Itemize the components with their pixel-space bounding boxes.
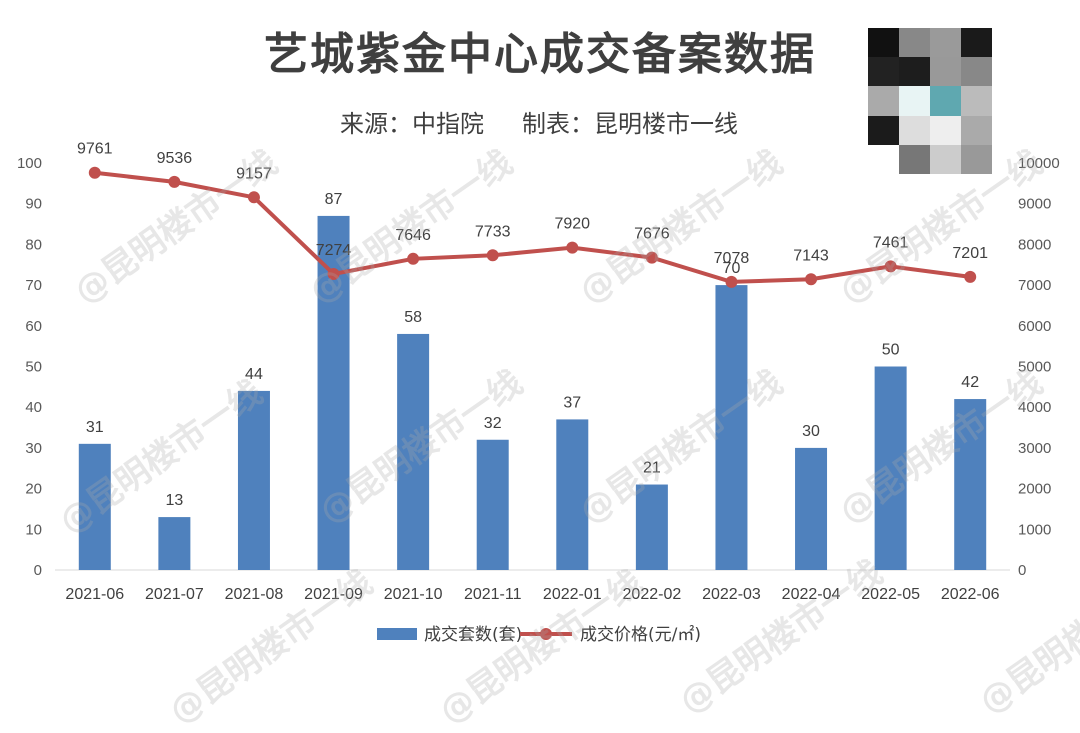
x-tick-label: 2021-07	[145, 586, 204, 603]
price-point	[407, 252, 420, 265]
price-point	[88, 166, 101, 179]
y-left-tick-label: 80	[25, 236, 42, 253]
y-right-tick-label: 9000	[1018, 196, 1051, 213]
y-left-tick-label: 10	[25, 521, 42, 538]
y-right-tick-label: 6000	[1018, 318, 1051, 335]
x-tick-label: 2022-02	[623, 586, 682, 603]
price-value-label: 7201	[952, 245, 988, 262]
bar	[158, 517, 191, 570]
price-value-label: 7078	[714, 250, 750, 267]
y-right-tick-label: 10000	[1018, 155, 1060, 172]
y-right-tick-label: 4000	[1018, 399, 1051, 416]
y-right-tick-label: 0	[1018, 562, 1026, 579]
bar	[715, 285, 748, 570]
y-left-tick-label: 50	[25, 359, 42, 376]
price-value-label: 7143	[793, 247, 829, 264]
bar-value-label: 32	[484, 415, 502, 432]
price-point	[805, 273, 818, 286]
maker-label: 制表：昆明楼市一线	[522, 110, 738, 138]
y-left-tick-label: 100	[17, 155, 42, 172]
y-left-tick-label: 60	[25, 318, 42, 335]
y-right-tick-label: 1000	[1018, 521, 1051, 538]
y-right-tick-label: 2000	[1018, 481, 1051, 498]
y-right-tick-label: 5000	[1018, 359, 1051, 376]
y-left-tick-label: 90	[25, 196, 42, 213]
bar-value-label: 58	[404, 309, 422, 326]
y-right-tick-label: 3000	[1018, 440, 1051, 457]
bar	[237, 390, 270, 570]
chart-title: 艺城紫金中心成交备案数据	[264, 29, 816, 80]
source-label: 来源：中指院	[340, 110, 484, 138]
price-point	[884, 260, 897, 273]
y-left-tick-label: 30	[25, 440, 42, 457]
bar	[78, 443, 111, 570]
x-tick-label: 2022-04	[782, 586, 841, 603]
price-point	[725, 275, 738, 288]
price-value-label: 7461	[873, 234, 909, 251]
bar	[795, 447, 828, 570]
legend-bar-swatch	[377, 628, 417, 640]
x-tick-label: 2022-06	[941, 586, 1000, 603]
x-tick-label: 2021-10	[384, 586, 443, 603]
bar-value-label: 37	[563, 394, 581, 411]
x-tick-label: 2022-05	[861, 586, 920, 603]
price-value-label: 7733	[475, 223, 511, 240]
blurred-qr-code	[868, 28, 992, 174]
bar	[874, 366, 907, 570]
combo-chart: 0102030405060708090100010002000300040005…	[17, 141, 1060, 645]
legend-bar-label: 成交套数(套)	[424, 625, 522, 645]
y-right-tick-label: 7000	[1018, 277, 1051, 294]
x-tick-label: 2022-03	[702, 586, 761, 603]
bar	[556, 419, 589, 570]
x-tick-label: 2021-11	[464, 586, 522, 603]
bar-value-label: 30	[802, 423, 820, 440]
price-value-label: 9536	[157, 150, 193, 167]
bar	[954, 399, 987, 570]
price-point	[327, 267, 340, 280]
price-point	[247, 191, 260, 204]
legend-line-marker	[540, 628, 552, 640]
bar-value-label: 44	[245, 366, 263, 383]
price-point	[964, 270, 977, 283]
bar-value-label: 42	[961, 374, 979, 391]
bar-value-label: 21	[643, 460, 661, 477]
price-line	[94, 170, 971, 284]
x-tick-label: 2021-08	[225, 586, 284, 603]
price-value-label: 7920	[554, 216, 590, 233]
bar-value-label: 70	[723, 260, 741, 277]
price-value-label: 7274	[316, 242, 352, 259]
x-tick-label: 2021-06	[65, 586, 124, 603]
price-value-label: 9761	[77, 141, 113, 158]
bar	[397, 333, 430, 570]
y-left-tick-label: 70	[25, 277, 42, 294]
bar-value-label: 87	[325, 191, 343, 208]
price-value-label: 9157	[236, 165, 272, 182]
price-point	[566, 241, 579, 254]
bar-value-label: 13	[165, 492, 183, 509]
bar-value-label: 50	[882, 342, 900, 359]
price-value-label: 7646	[395, 227, 431, 244]
x-tick-label: 2021-09	[304, 586, 363, 603]
y-right-tick-label: 8000	[1018, 236, 1051, 253]
price-point	[486, 249, 499, 262]
price-point	[645, 251, 658, 264]
legend-line-label: 成交价格(元/㎡)	[580, 625, 701, 645]
bar	[476, 439, 509, 570]
x-tick-label: 2022-01	[543, 586, 602, 603]
bar-value-label: 31	[86, 419, 104, 436]
y-left-tick-label: 0	[34, 562, 42, 579]
y-left-tick-label: 40	[25, 399, 42, 416]
bar	[635, 484, 668, 570]
y-left-tick-label: 20	[25, 481, 42, 498]
price-point	[168, 175, 181, 188]
price-value-label: 7676	[634, 226, 670, 243]
